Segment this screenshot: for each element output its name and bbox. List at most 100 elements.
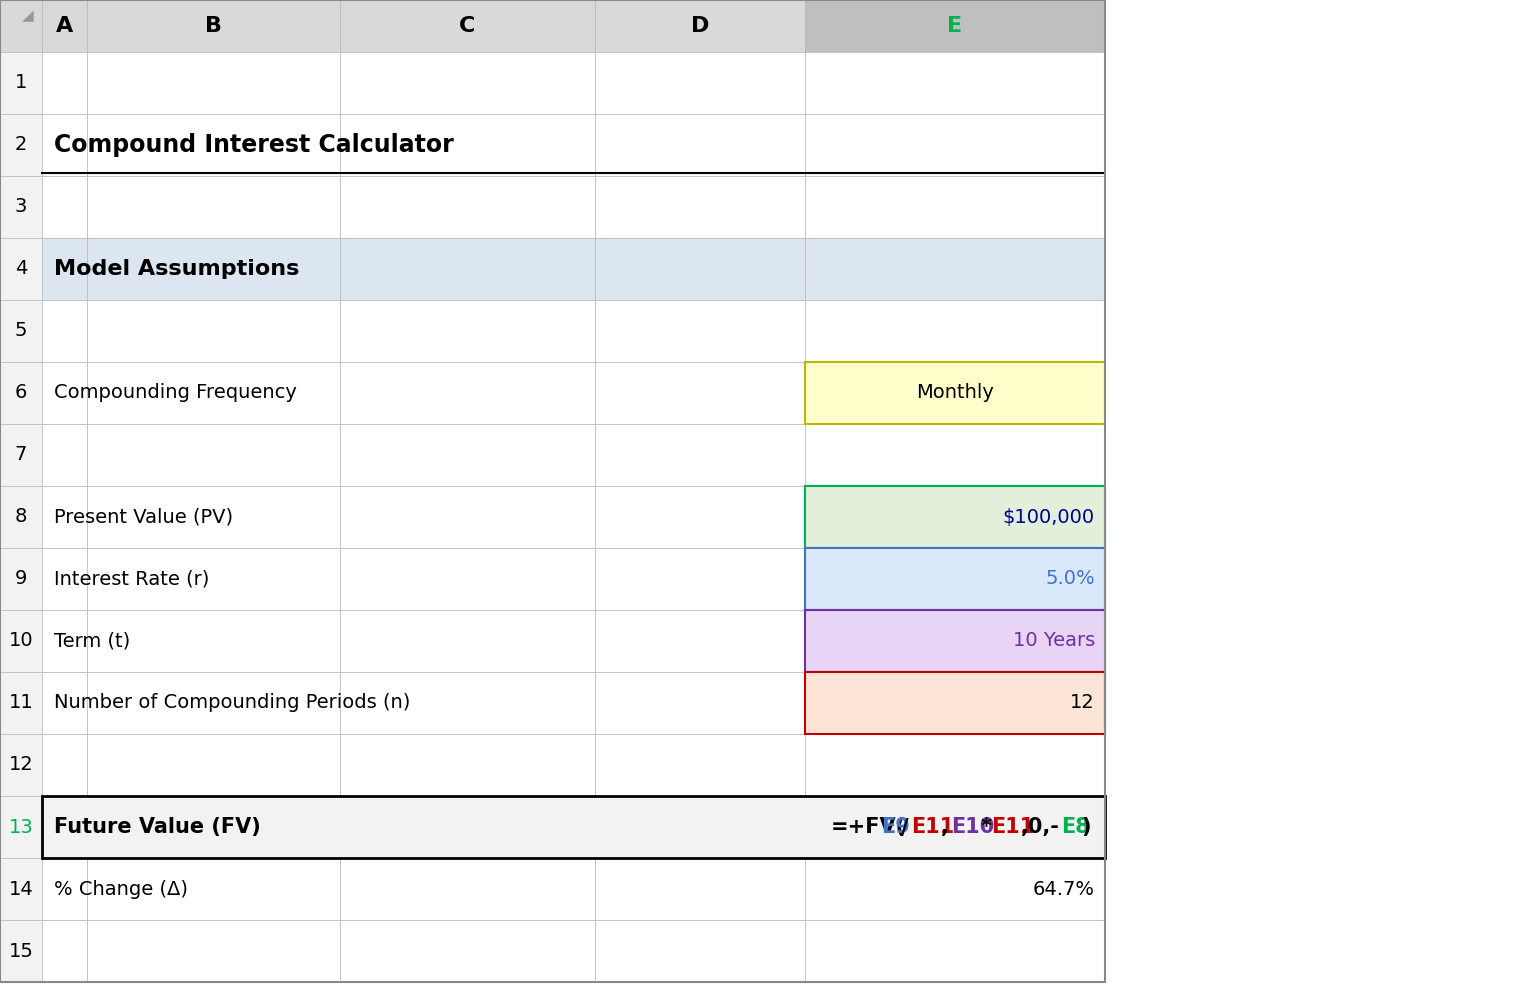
Bar	[42, 238, 86, 300]
Bar	[804, 548, 1104, 610]
Bar	[804, 672, 1104, 734]
Bar	[0, 548, 42, 610]
Bar	[86, 114, 339, 176]
Bar	[86, 300, 339, 362]
Bar	[595, 238, 804, 300]
Bar	[595, 0, 804, 52]
Bar	[42, 796, 1104, 858]
Bar	[339, 610, 595, 672]
Text: $100,000: $100,000	[1003, 507, 1095, 526]
Text: 10: 10	[9, 631, 33, 650]
Bar	[42, 920, 86, 982]
Bar	[804, 734, 1104, 796]
Text: ,0,-: ,0,-	[1021, 817, 1060, 837]
Bar	[42, 610, 86, 672]
Bar	[339, 858, 595, 920]
Bar	[339, 176, 595, 238]
Bar	[595, 672, 804, 734]
Bar	[595, 486, 804, 548]
Bar	[0, 300, 42, 362]
Bar	[804, 610, 1104, 672]
Bar	[0, 734, 42, 796]
Bar	[339, 114, 595, 176]
Bar	[339, 486, 595, 548]
Text: Compounding Frequency: Compounding Frequency	[55, 384, 297, 403]
Bar	[86, 362, 339, 424]
Bar	[42, 486, 86, 548]
Bar	[42, 672, 86, 734]
Text: 5: 5	[15, 321, 27, 341]
Text: E10: E10	[951, 817, 994, 837]
Bar	[86, 0, 339, 52]
Bar	[42, 176, 86, 238]
Bar	[339, 734, 595, 796]
Bar	[339, 548, 595, 610]
Bar	[86, 796, 339, 858]
Bar	[804, 548, 1104, 610]
Bar	[339, 796, 595, 858]
Text: 12: 12	[1070, 694, 1095, 713]
Bar	[595, 424, 804, 486]
Bar	[0, 0, 1104, 982]
Bar	[339, 362, 595, 424]
Bar	[42, 362, 86, 424]
Bar	[0, 0, 42, 52]
Text: Term (t): Term (t)	[55, 631, 130, 650]
Bar	[804, 52, 1104, 114]
Bar	[595, 548, 804, 610]
Bar	[595, 300, 804, 362]
Bar	[86, 858, 339, 920]
Bar	[804, 672, 1104, 734]
Text: 7: 7	[15, 446, 27, 465]
Bar	[804, 300, 1104, 362]
Bar	[42, 548, 86, 610]
Bar	[0, 176, 42, 238]
Bar	[339, 920, 595, 982]
Bar	[595, 734, 804, 796]
Text: Monthly: Monthly	[917, 384, 994, 403]
Text: 64.7%: 64.7%	[1033, 879, 1095, 898]
Text: 14: 14	[9, 879, 33, 898]
Bar	[86, 176, 339, 238]
Bar	[86, 610, 339, 672]
Text: =+FV(: =+FV(	[832, 817, 906, 837]
Text: Model Assumptions: Model Assumptions	[55, 259, 300, 279]
Bar	[804, 424, 1104, 486]
Bar	[595, 610, 804, 672]
Text: % Change (Δ): % Change (Δ)	[55, 879, 188, 898]
Bar	[804, 238, 1104, 300]
Text: /: /	[901, 817, 909, 837]
Bar	[804, 920, 1104, 982]
Text: 15: 15	[9, 941, 33, 960]
Text: E: E	[947, 16, 962, 36]
Text: D: D	[691, 16, 709, 36]
Text: Interest Rate (r): Interest Rate (r)	[55, 569, 209, 588]
Bar	[42, 796, 86, 858]
Bar	[804, 176, 1104, 238]
Bar	[86, 548, 339, 610]
Bar	[42, 858, 86, 920]
Bar	[0, 362, 42, 424]
Text: Future Value (FV): Future Value (FV)	[55, 817, 261, 837]
Bar	[804, 796, 1104, 858]
Bar	[0, 858, 42, 920]
Text: 3: 3	[15, 197, 27, 216]
Text: 9: 9	[15, 569, 27, 588]
Text: 1: 1	[15, 74, 27, 93]
Bar	[0, 796, 42, 858]
Bar	[86, 734, 339, 796]
Text: 4: 4	[15, 259, 27, 278]
Bar	[339, 238, 595, 300]
Bar	[42, 114, 86, 176]
Bar	[339, 0, 595, 52]
Text: 2: 2	[15, 136, 27, 155]
Bar	[0, 672, 42, 734]
Bar	[595, 920, 804, 982]
Bar	[42, 300, 86, 362]
Bar	[595, 176, 804, 238]
Bar	[0, 238, 42, 300]
Bar	[42, 424, 86, 486]
Bar	[86, 486, 339, 548]
Bar	[804, 486, 1104, 548]
Bar	[595, 52, 804, 114]
